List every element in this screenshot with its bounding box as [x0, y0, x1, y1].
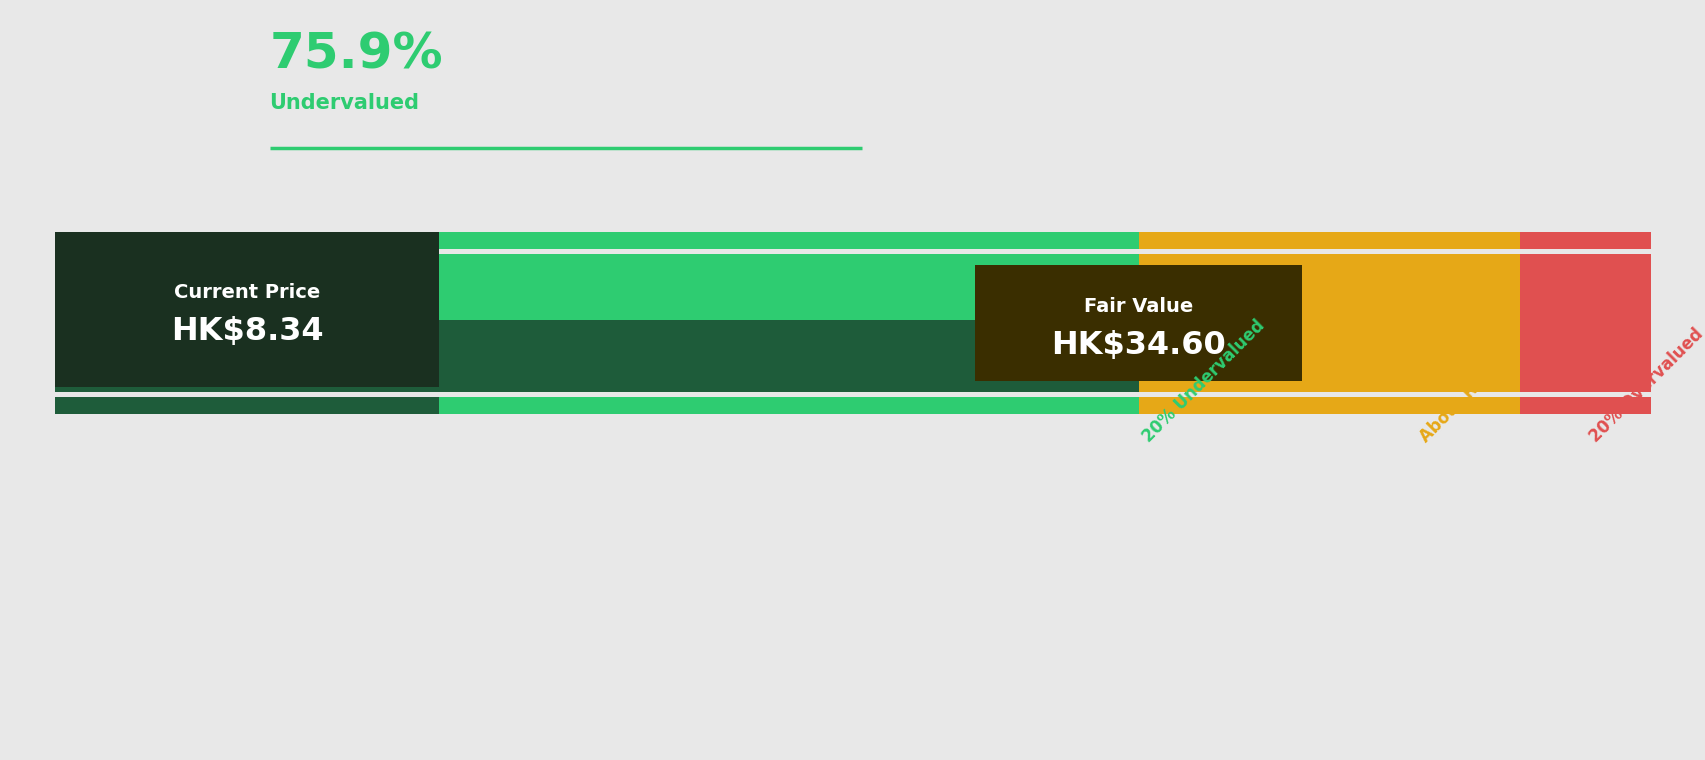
Bar	[440, 397, 1139, 414]
Bar	[55, 254, 440, 320]
Bar	[1519, 320, 1650, 392]
Text: 20% Undervalued: 20% Undervalued	[1139, 317, 1267, 446]
Bar	[440, 320, 1139, 392]
Text: 75.9%: 75.9%	[269, 30, 443, 78]
Bar	[1519, 397, 1650, 414]
Bar	[1139, 232, 1311, 249]
Text: About Right: About Right	[1415, 354, 1507, 446]
Bar	[1311, 320, 1519, 392]
Bar	[55, 232, 440, 387]
Text: HK$8.34: HK$8.34	[170, 316, 324, 347]
Bar	[1139, 320, 1311, 392]
Text: Current Price: Current Price	[174, 283, 321, 302]
Bar	[1519, 232, 1650, 249]
Bar	[1139, 254, 1311, 320]
Bar	[55, 397, 440, 414]
Bar	[55, 232, 440, 249]
Bar	[1311, 254, 1519, 320]
Bar	[1311, 397, 1519, 414]
Bar	[975, 264, 1301, 382]
Bar	[440, 232, 1139, 249]
Text: 20% Overvalued: 20% Overvalued	[1586, 325, 1705, 446]
Bar	[55, 320, 440, 392]
Text: HK$34.60: HK$34.60	[1050, 331, 1226, 361]
Bar	[1139, 397, 1311, 414]
Bar	[440, 254, 1139, 320]
Text: Undervalued: Undervalued	[269, 93, 419, 113]
Bar	[1311, 232, 1519, 249]
Text: Fair Value: Fair Value	[1084, 297, 1194, 316]
Bar	[1519, 254, 1650, 320]
